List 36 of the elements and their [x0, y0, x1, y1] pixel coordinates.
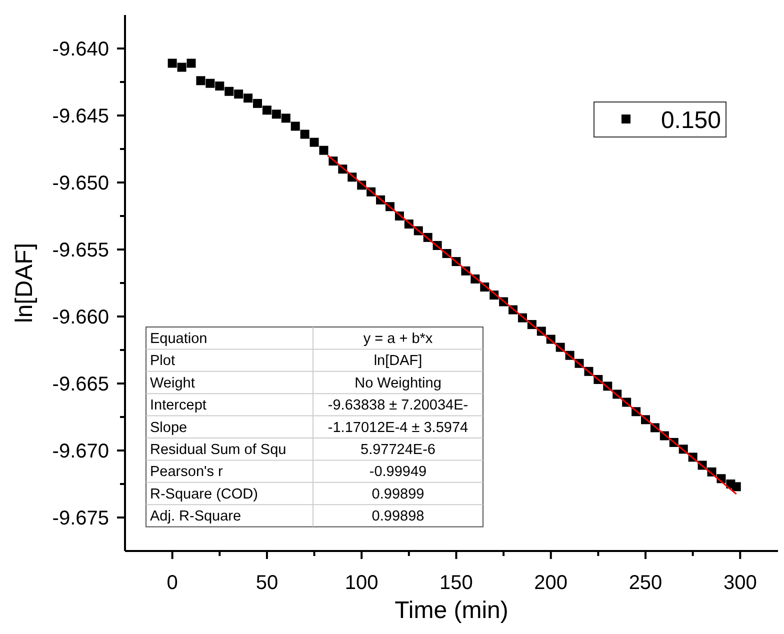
annotation: Adj. R-Square — [150, 508, 242, 525]
annotation: 5.97724E-6 — [360, 442, 436, 458]
annotation: Equation — [150, 331, 208, 347]
x-tick-label: 200 — [534, 572, 568, 594]
x-tick-label: 150 — [440, 572, 473, 594]
annotation: Plot — [150, 353, 175, 370]
y-tick-label: -9.645 — [52, 106, 109, 128]
y-axis-title: ln[DAF] — [11, 242, 38, 324]
x-tick-label: 100 — [344, 572, 378, 594]
y-tick-label: -9.655 — [52, 240, 109, 262]
annotation: y = a + b*x — [363, 331, 434, 347]
annotation: Residual Sum of Squ — [150, 442, 286, 458]
y-tick-label: -9.665 — [52, 374, 109, 396]
legend-label: 0.150 — [660, 107, 721, 134]
x-tick-label: 300 — [723, 572, 757, 594]
x-tick-label: 250 — [628, 572, 662, 594]
annotation: 0.99899 — [372, 486, 424, 502]
annotation: 0.99898 — [372, 508, 424, 525]
annotation: -9.63838 ± 7.20034E- — [328, 398, 468, 414]
x-tick-label: 50 — [256, 572, 278, 594]
annotation: -0.99949 — [369, 464, 427, 480]
annotation: Weight — [150, 375, 195, 392]
y-tick-label: -9.640 — [52, 38, 109, 60]
annotation: -1.17012E-4 ± 3.5974 — [328, 420, 468, 436]
y-tick-label: -9.660 — [52, 306, 109, 328]
annotation: Slope — [150, 420, 188, 436]
x-axis-title: Time (min) — [394, 597, 508, 624]
annotation: Pearson's r — [150, 464, 224, 480]
y-tick-label: -9.675 — [52, 508, 109, 530]
y-tick-label: -9.670 — [52, 440, 109, 462]
annotation: R-Square (COD) — [150, 486, 258, 502]
y-tick-label: -9.650 — [52, 172, 109, 194]
x-tick-label: 0 — [166, 572, 178, 594]
annotation: No Weighting — [354, 375, 442, 392]
annotation: ln[DAF] — [374, 353, 422, 370]
annotation: Intercept — [150, 398, 206, 414]
